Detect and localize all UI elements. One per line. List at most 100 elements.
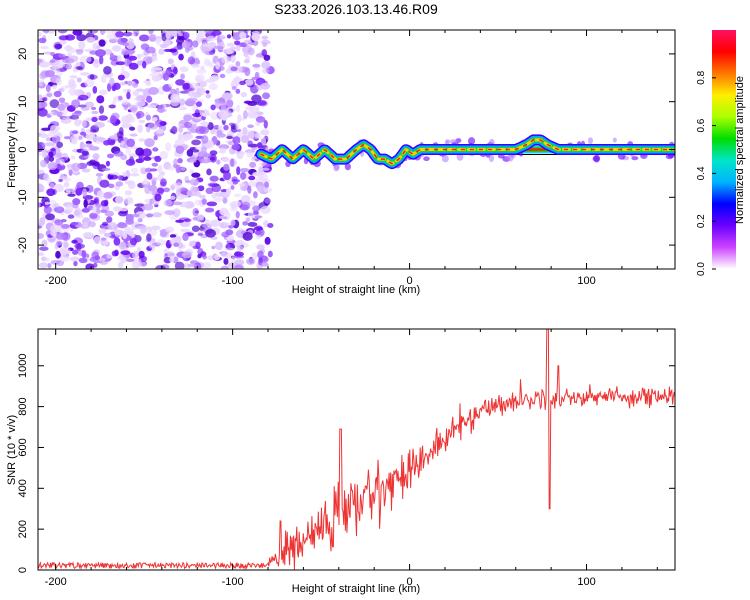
noise-blob	[165, 226, 175, 233]
noise-blob	[38, 202, 41, 208]
noise-blob	[207, 182, 219, 188]
noise-blob	[91, 206, 97, 214]
noise-blob	[244, 67, 251, 77]
noise-blob	[245, 39, 253, 48]
noise-blob	[63, 181, 70, 188]
noise-blob	[63, 57, 75, 64]
noise-blob	[59, 246, 68, 256]
noise-blob	[70, 134, 78, 144]
track-speckle	[441, 154, 449, 163]
noise-blob	[40, 101, 48, 108]
snr-y-label: SNR (10 * v/v)	[6, 415, 18, 485]
noise-blob	[239, 31, 247, 40]
noise-blob	[151, 67, 163, 71]
noise-blob	[240, 194, 251, 203]
noise-blob	[122, 230, 128, 240]
noise-blob	[155, 38, 162, 46]
noise-blob	[201, 198, 207, 205]
noise-blob	[181, 251, 193, 259]
noise-blob	[236, 244, 244, 251]
snr-x-label: Height of straight line (km)	[292, 583, 420, 595]
noise-blob	[204, 47, 214, 52]
noise-blob	[43, 30, 50, 34]
noise-blob	[263, 187, 273, 193]
noise-blob	[148, 30, 154, 35]
spectrogram-y-tick-label: 0	[17, 146, 29, 152]
spectrogram-x-tick-label: 0	[407, 275, 413, 287]
noise-blob	[75, 61, 81, 67]
noise-blob	[163, 199, 173, 207]
noise-blob	[247, 109, 257, 118]
noise-blob	[247, 47, 255, 56]
noise-blob	[239, 183, 245, 187]
noise-blob	[230, 66, 238, 72]
noise-blob	[160, 178, 167, 187]
noise-blob	[232, 136, 241, 145]
noise-blob	[126, 89, 131, 93]
noise-blob	[153, 135, 158, 141]
noise-blob	[176, 30, 182, 34]
noise-blob	[69, 75, 78, 79]
noise-blob	[147, 122, 159, 130]
noise-blob	[70, 221, 79, 226]
noise-blob	[47, 262, 52, 269]
noise-blob	[72, 30, 83, 36]
noise-blob	[124, 196, 134, 205]
noise-blob	[215, 241, 223, 251]
noise-blob	[91, 251, 99, 259]
noise-blob	[56, 141, 64, 148]
noise-blob	[213, 197, 224, 202]
snr-x-tick-label: -100	[222, 576, 244, 588]
noise-blob	[83, 222, 88, 228]
noise-blob	[145, 213, 154, 218]
noise-blob	[231, 85, 237, 91]
noise-blob	[172, 208, 181, 217]
noise-blob	[219, 65, 225, 71]
noise-blob	[76, 77, 82, 83]
noise-blob	[76, 34, 87, 42]
noise-blob	[191, 225, 200, 233]
noise-blob	[54, 206, 65, 214]
noise-blob	[247, 221, 258, 227]
noise-blob	[52, 111, 64, 116]
colorbar-tick-label: 0.6	[696, 118, 707, 132]
noise-blob	[246, 258, 256, 265]
noise-blob	[81, 150, 90, 156]
noise-blob	[94, 49, 106, 57]
noise-blob	[38, 232, 45, 239]
noise-blob	[186, 97, 198, 102]
noise-blob	[115, 181, 124, 187]
noise-blob	[104, 30, 116, 34]
spectrogram-y-label: Frequency (Hz)	[6, 112, 18, 188]
noise-blob	[236, 166, 241, 176]
noise-blob	[105, 254, 114, 259]
noise-blob	[68, 169, 73, 176]
noise-blob	[132, 251, 139, 259]
noise-blob	[98, 105, 105, 114]
noise-blob	[261, 35, 269, 40]
noise-blob	[202, 43, 211, 48]
noise-blob	[225, 229, 234, 236]
noise-blob	[200, 158, 211, 164]
noise-blob	[189, 178, 200, 186]
noise-blob	[226, 42, 235, 47]
snr-y-tick-label: 1000	[17, 354, 29, 378]
noise-blob	[80, 72, 90, 76]
noise-blob	[252, 63, 261, 68]
noise-blob	[102, 240, 109, 246]
noise-blob	[180, 73, 185, 80]
noise-blob	[235, 104, 241, 113]
noise-blob	[252, 172, 261, 177]
noise-blob	[235, 46, 241, 52]
noise-blob	[168, 83, 174, 88]
noise-blob	[204, 30, 214, 34]
noise-blob	[261, 61, 271, 69]
noise-blob	[204, 207, 215, 213]
noise-blob	[244, 79, 254, 86]
noise-blob	[242, 242, 249, 248]
noise-blob	[117, 95, 123, 101]
noise-blob	[210, 219, 221, 227]
noise-blob	[73, 210, 81, 216]
noise-blob	[261, 137, 267, 146]
noise-blob	[205, 90, 210, 94]
